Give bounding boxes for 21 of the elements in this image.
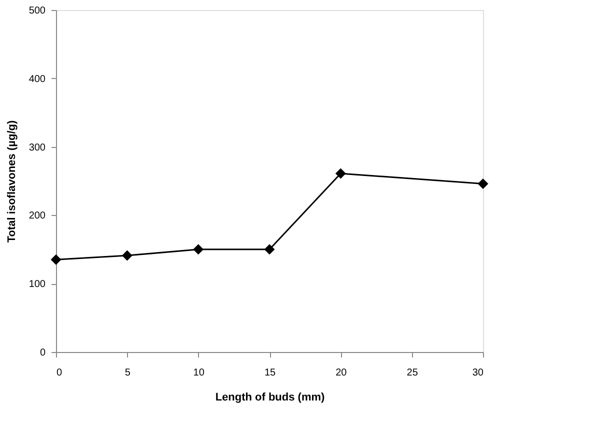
point — [335, 168, 346, 179]
y-tick-label: 300 — [28, 142, 46, 154]
x-tick-label: 20 — [336, 368, 348, 378]
point — [122, 250, 132, 261]
x-axis-title: Length of buds (mm) — [215, 392, 326, 404]
x-tick-label: 10 — [193, 368, 205, 378]
point — [193, 244, 204, 255]
x-tick-label: 25 — [406, 368, 418, 378]
point — [264, 244, 275, 255]
y-tick-label: 100 — [28, 279, 46, 290]
x-tick-label: 30 — [472, 368, 484, 378]
y-axis-title: Total isoflavones (µg/g) — [6, 120, 18, 243]
x-tick-label: 15 — [264, 368, 276, 378]
y-tick-label: 500 — [28, 6, 46, 16]
point — [50, 254, 62, 265]
point — [478, 178, 488, 189]
x-tick-label: 0 — [56, 368, 62, 378]
y-tick-label: 400 — [28, 74, 46, 85]
y-tick-label: 0 — [40, 348, 46, 358]
x-tick-label: 5 — [124, 368, 131, 378]
y-tick-label: 200 — [28, 210, 46, 222]
